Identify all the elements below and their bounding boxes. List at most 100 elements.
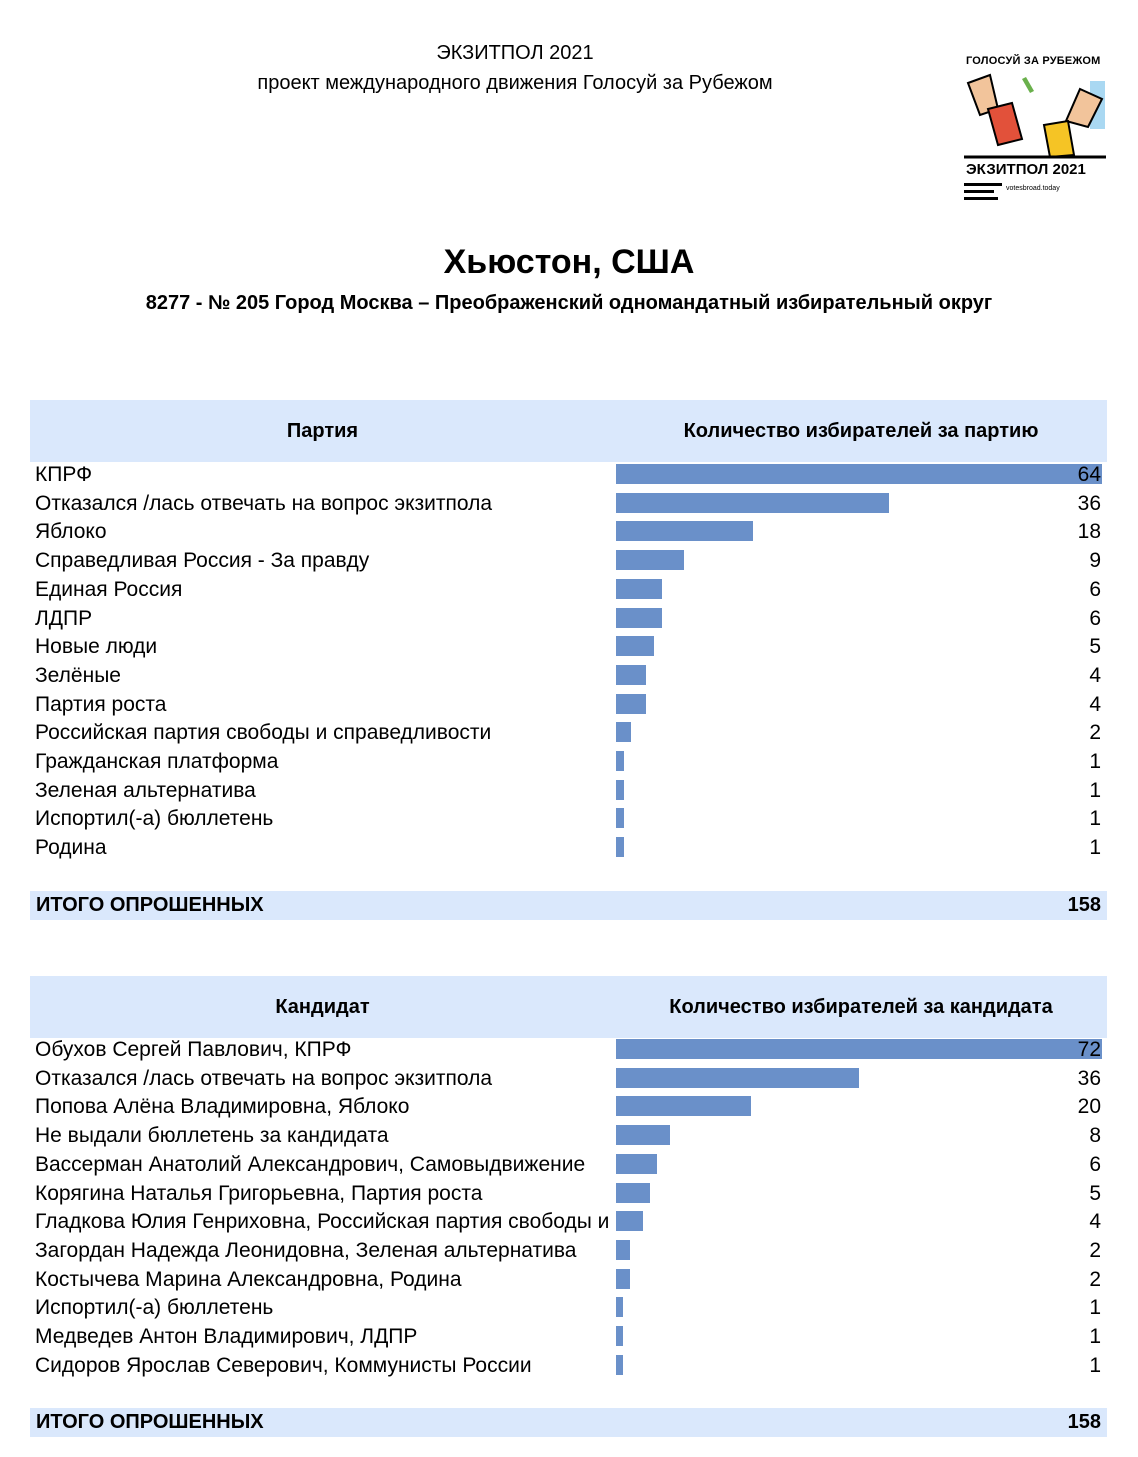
party-bar (616, 837, 624, 858)
candidate-label: Вассерман Анатолий Александрович, Самовы… (35, 1152, 586, 1176)
party-label: Единая Россия (35, 577, 183, 601)
candidate-value: 5 (1089, 1181, 1101, 1205)
party-value: 9 (1089, 549, 1101, 573)
candidate-label: Отказался /лась отвечать на вопрос экзит… (35, 1066, 493, 1090)
candidate-bar (616, 1182, 650, 1203)
party-row: Родина 1 (30, 834, 1107, 863)
candidate-label: Загордан Надежда Леонидовна, Зеленая аль… (35, 1238, 577, 1262)
candidate-value: 36 (1077, 1066, 1101, 1090)
exitpoll-logo: ГОЛОСУЙ ЗА РУБЕЖОМ ЭКЗИТПОЛ 2021 votesbr… (960, 55, 1110, 210)
candidate-row: Не выдали бюллетень за кандидата 8 (30, 1122, 1107, 1151)
candidate-bar (616, 1153, 657, 1174)
party-row: КПРФ 64 (30, 461, 1107, 490)
party-value: 18 (1077, 520, 1101, 544)
party-row: Новые люди 5 (30, 633, 1107, 662)
party-label: Яблоко (35, 520, 107, 544)
candidate-bar (616, 1297, 623, 1318)
party-value: 1 (1089, 750, 1101, 773)
party-label: Новые люди (35, 635, 158, 659)
party-bar (616, 464, 1102, 484)
candidate-label: Сидоров Ярослав Северович, Коммунисты Ро… (35, 1353, 532, 1377)
party-bar (616, 722, 631, 743)
party-label: ЛДПР (35, 606, 93, 630)
party-value: 1 (1089, 778, 1101, 802)
candidate-row: Загордан Надежда Леонидовна, Зеленая аль… (30, 1237, 1107, 1266)
party-row: Зелёные 4 (30, 662, 1107, 691)
report-header-line2: проект международного движения Голосуй з… (257, 72, 773, 94)
party-bar (616, 751, 624, 771)
candidate-label: Корягина Наталья Григорьевна, Партия рос… (35, 1181, 483, 1205)
party-label: Зеленая альтернатива (35, 778, 256, 802)
candidate-bar (616, 1326, 623, 1346)
party-row: Гражданская платформа 1 (30, 748, 1107, 777)
candidate-label: Обухов Сергей Павлович, КПРФ (35, 1038, 352, 1061)
logo-top-text: ГОЛОСУЙ ЗА РУБЕЖОМ (966, 55, 1101, 67)
report-header-line1: ЭКЗИТПОЛ 2021 (436, 42, 594, 64)
party-label: Российская партия свободы и справедливос… (35, 721, 492, 745)
candidate-value: 2 (1089, 1238, 1101, 1262)
ballot-hands-icon (964, 73, 1106, 159)
party-value: 1 (1089, 836, 1101, 860)
party-value: 1 (1089, 807, 1101, 831)
party-bar (616, 664, 646, 685)
party-label: Родина (35, 836, 107, 860)
party-value: 6 (1089, 606, 1101, 630)
party-row: Единая Россия 6 (30, 576, 1107, 605)
candidate-bar (616, 1354, 623, 1375)
party-bar (616, 693, 646, 714)
candidate-row: Гладкова Юлия Генриховна, Российская пар… (30, 1208, 1107, 1237)
party-row: Партия роста 4 (30, 691, 1107, 720)
candidate-bar (616, 1239, 630, 1260)
party-label: Справедливая Россия - За правду (35, 549, 370, 573)
candidate-value: 72 (1077, 1038, 1101, 1061)
candidate-votes-column-header: Количество избирателей за кандидата (669, 996, 1053, 1018)
candidate-label: Испортил(-а) бюллетень (35, 1296, 274, 1320)
candidate-value: 20 (1077, 1095, 1101, 1119)
candidate-value: 4 (1089, 1210, 1101, 1234)
page-subtitle: 8277 - № 205 Город Москва – Преображенск… (145, 292, 993, 314)
party-value: 5 (1089, 635, 1101, 659)
candidate-bar (616, 1096, 751, 1117)
candidate-row: Испортил(-а) бюллетень 1 (30, 1294, 1107, 1323)
candidate-total-value: 158 (1067, 1411, 1101, 1433)
candidate-label: Медведев Антон Владимирович, ЛДПР (35, 1325, 418, 1348)
party-value: 2 (1089, 721, 1101, 745)
party-row: Российская партия свободы и справедливос… (30, 719, 1107, 748)
logo-big-text: ЭКЗИТПОЛ 2021 (966, 161, 1086, 178)
candidate-label: Не выдали бюллетень за кандидата (35, 1124, 389, 1148)
party-row: Справедливая Россия - За правду 9 (30, 547, 1107, 576)
candidate-label: Попова Алёна Владимировна, Яблоко (35, 1095, 410, 1119)
party-label: Партия роста (35, 692, 167, 716)
party-bar (616, 521, 753, 542)
candidate-row: Вассерман Анатолий Александрович, Самовы… (30, 1151, 1107, 1180)
candidate-label: Гладкова Юлия Генриховна, Российская пар… (35, 1210, 613, 1234)
party-row: Яблоко 18 (30, 518, 1107, 547)
party-bar (616, 492, 889, 513)
party-label: Зелёные (35, 663, 121, 687)
page-title: Хьюстон, США (443, 243, 695, 281)
candidate-row: Костычева Марина Александровна, Родина 2 (30, 1266, 1107, 1295)
party-row: Испортил(-а) бюллетень 1 (30, 805, 1107, 834)
candidate-row: Сидоров Ярослав Северович, Коммунисты Ро… (30, 1352, 1107, 1381)
party-value: 6 (1089, 577, 1101, 601)
logo-url: votesbroad.today (1006, 185, 1060, 192)
party-bar (616, 808, 624, 829)
candidate-bar (616, 1268, 630, 1289)
candidate-row: Попова Алёна Владимировна, Яблоко 20 (30, 1093, 1107, 1122)
party-label: КПРФ (35, 463, 93, 486)
party-bar (616, 550, 684, 571)
candidate-value: 6 (1089, 1152, 1101, 1176)
party-row: Отказался /лась отвечать на вопрос экзит… (30, 490, 1107, 519)
candidate-bar (616, 1039, 1102, 1059)
candidate-total-label: ИТОГО ОПРОШЕННЫХ (36, 1411, 264, 1433)
candidate-value: 2 (1089, 1267, 1101, 1291)
party-bar (616, 779, 624, 800)
party-value: 36 (1077, 491, 1101, 515)
party-column-header: Партия (286, 420, 359, 442)
candidate-row: Отказался /лась отвечать на вопрос экзит… (30, 1065, 1107, 1094)
party-total-value: 158 (1067, 894, 1101, 916)
logo-lines-icon (964, 183, 1002, 200)
party-bar (616, 607, 662, 628)
candidate-bar (616, 1211, 643, 1232)
candidate-value: 8 (1089, 1124, 1101, 1148)
